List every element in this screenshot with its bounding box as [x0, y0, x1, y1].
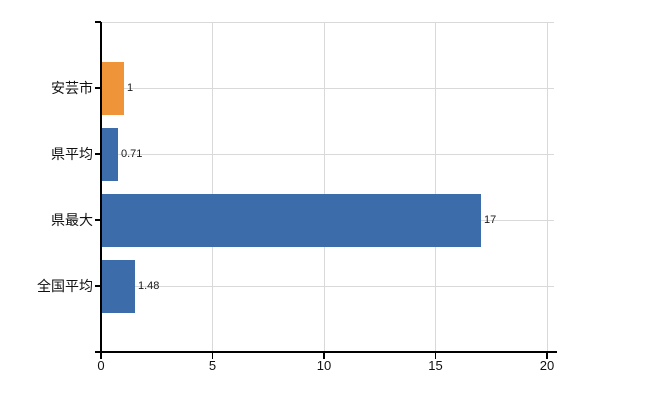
category-label: 県平均	[51, 146, 93, 162]
category-label: 県最大	[51, 212, 93, 228]
y-axis-top-tick	[95, 21, 101, 23]
gridline-horizontal	[101, 87, 554, 89]
y-axis-tick	[95, 87, 101, 89]
gridline-horizontal	[101, 285, 554, 287]
y-axis-line	[100, 22, 102, 352]
bar	[102, 61, 124, 115]
y-axis-tick	[95, 153, 101, 155]
bar	[102, 259, 135, 313]
gridline-vertical	[546, 22, 548, 352]
bar	[102, 127, 118, 181]
gridline-vertical	[212, 22, 213, 352]
category-label: 安芸市	[51, 80, 93, 96]
x-axis-tick	[100, 353, 102, 359]
x-axis-tick	[546, 353, 548, 359]
gridline-horizontal	[101, 153, 554, 155]
x-axis-tick	[211, 353, 214, 359]
x-tick-label: 5	[208, 358, 217, 373]
bar-value-label: 1.48	[138, 280, 160, 292]
y-axis-tick	[95, 219, 101, 221]
x-axis-tick	[323, 353, 325, 359]
bar-value-label: 1	[127, 82, 134, 94]
gridline-vertical	[435, 22, 436, 352]
gridline-vertical	[323, 22, 325, 352]
y-axis-tick	[95, 285, 101, 287]
bar-value-label: 0.71	[121, 148, 143, 160]
bar-value-label: 17	[484, 214, 497, 226]
bar	[102, 193, 481, 247]
x-tick-label: 10	[316, 358, 332, 373]
x-tick-label: 20	[539, 358, 555, 373]
x-tick-label: 0	[97, 358, 105, 373]
category-label: 全国平均	[37, 278, 93, 294]
plot-top-border	[101, 22, 554, 23]
x-axis-tick	[434, 353, 437, 359]
x-axis-line	[95, 351, 557, 353]
x-tick-label: 15	[428, 358, 443, 373]
